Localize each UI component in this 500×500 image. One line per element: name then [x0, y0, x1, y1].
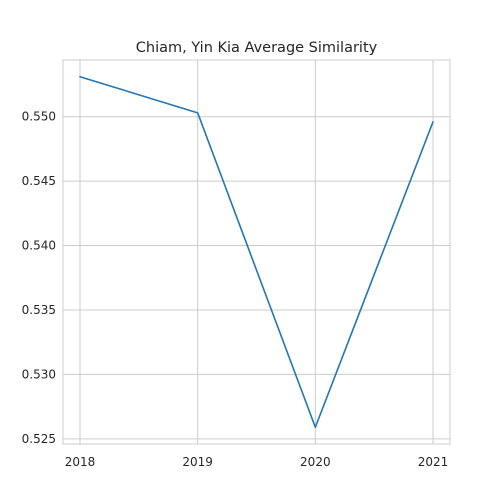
- x-tick-label: 2020: [300, 455, 331, 469]
- y-tick-label: 0.535: [22, 303, 56, 317]
- series-layer: [79, 75, 434, 429]
- y-axis-ticks: 0.525 0.530 0.535 0.540 0.545 0.550: [22, 110, 56, 446]
- y-tick-label: 0.540: [22, 239, 56, 253]
- y-tick-label: 0.550: [22, 110, 56, 124]
- x-axis-ticks: 2018 2019 2020 2021: [65, 455, 449, 469]
- chart-title: Chiam, Yin Kia Average Similarity: [136, 40, 378, 56]
- x-tick-label: 2018: [65, 455, 96, 469]
- y-tick-label: 0.525: [22, 432, 56, 446]
- grid-layer: [63, 60, 450, 444]
- x-tick-label: 2019: [182, 455, 213, 469]
- y-tick-label: 0.530: [22, 367, 56, 381]
- plot-frame: [62, 59, 451, 445]
- y-tick-label: 0.545: [22, 174, 56, 188]
- series-line: [79, 75, 434, 429]
- x-tick-label: 2021: [418, 455, 449, 469]
